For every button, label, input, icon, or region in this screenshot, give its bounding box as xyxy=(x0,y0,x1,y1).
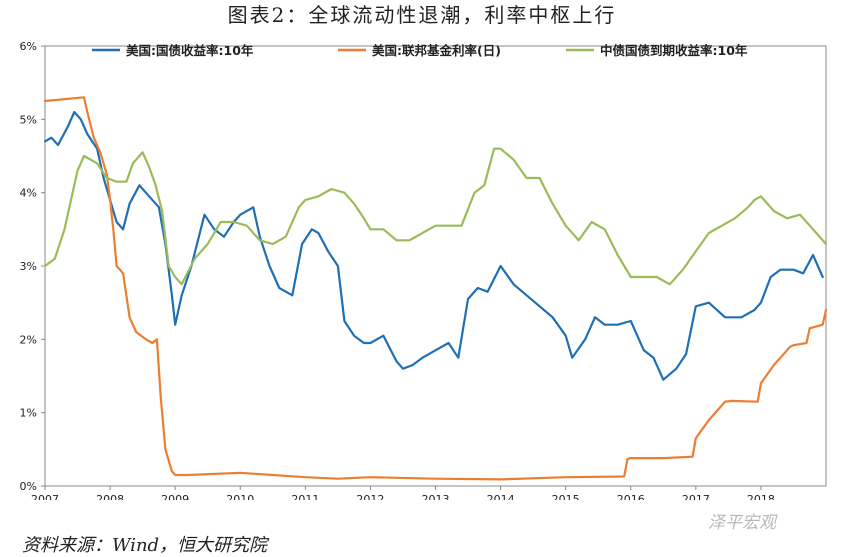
source-note: 资料来源：Wind，恒大研究院 xyxy=(22,535,268,556)
x-tick-label: 2013 xyxy=(422,493,450,500)
axes: 0% 1% 2% 3% 4% 5% 6% 2007 2008 2009 2010 2011 2012 20… xyxy=(20,40,827,500)
watermark-text: 泽平宏观 xyxy=(708,513,776,533)
x-tick-label: 2016 xyxy=(617,493,645,500)
x-tick-label: 2011 xyxy=(291,493,319,500)
y-tick-label: 0% xyxy=(20,480,37,493)
chart-title: 图表2：全球流动性退潮，利率中枢上行 xyxy=(227,3,617,27)
x-tick-label: 2010 xyxy=(226,493,254,500)
y-tick-label: 1% xyxy=(20,407,37,420)
legend-label-2: 中债国债到期收益率:10年 xyxy=(600,43,748,58)
series-line-2 xyxy=(43,147,828,286)
x-tick-label: 2014 xyxy=(487,493,515,500)
x-tick-label: 2018 xyxy=(747,493,775,500)
x-tick-label: 2015 xyxy=(552,493,580,500)
x-tick-label: 2012 xyxy=(356,493,384,500)
y-tick-label: 6% xyxy=(20,40,37,53)
x-tick-label: 2017 xyxy=(682,493,710,500)
x-tick-label: 2007 xyxy=(31,493,59,500)
legend-label-1: 美国:联邦基金利率(日) xyxy=(372,43,501,58)
series-line-1 xyxy=(43,96,828,481)
y-tick-label: 2% xyxy=(20,333,37,346)
line-chart: 0% 1% 2% 3% 4% 5% 6% 2007 2008 2009 2010 2011 2012 20… xyxy=(20,40,828,500)
series-layer xyxy=(43,96,828,481)
x-tick-label: 2008 xyxy=(96,493,124,500)
y-tick-label: 3% xyxy=(20,260,37,273)
y-tick-label: 4% xyxy=(20,187,37,200)
y-tick-label: 5% xyxy=(20,113,37,126)
x-tick-label: 2009 xyxy=(161,493,189,500)
series-line-0 xyxy=(43,110,824,381)
legend-label-0: 美国:国债收益率:10年 xyxy=(126,43,254,58)
legend: 美国:国债收益率:10年 美国:联邦基金利率(日) 中债国债到期收益率:10年 xyxy=(92,43,748,58)
